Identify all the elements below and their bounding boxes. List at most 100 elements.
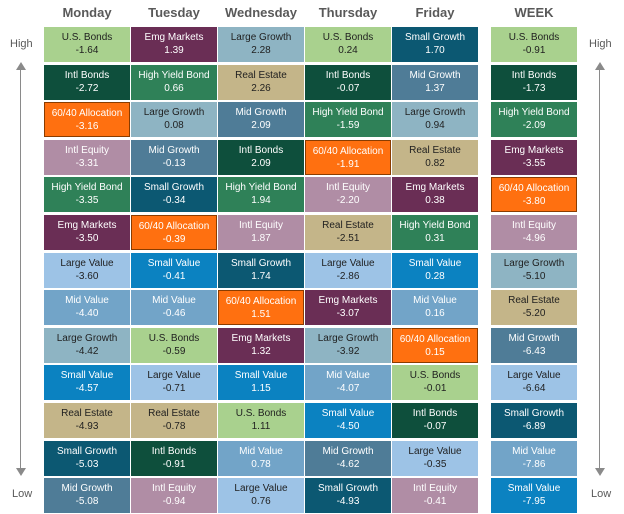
- quilt-cell: High Yield Bond 1.94: [218, 177, 304, 212]
- column-header-monday: Monday: [62, 5, 112, 20]
- quilt-cell: Mid Growth -6.43: [491, 328, 577, 363]
- quilt-cell: Small Value -0.41: [131, 253, 217, 288]
- return-value: 1.32: [251, 346, 271, 357]
- return-value: -6.89: [522, 421, 546, 432]
- quilt-cell: Mid Growth 2.09: [218, 102, 304, 137]
- quilt-cell: Intl Equity -4.96: [491, 215, 577, 250]
- quilt-cell: Intl Equity -0.94: [131, 478, 217, 513]
- asset-label: Intl Equity: [512, 220, 556, 231]
- asset-label: Large Growth: [404, 107, 466, 118]
- return-value: -2.72: [75, 83, 99, 94]
- return-value: 1.15: [251, 383, 271, 394]
- asset-label: Intl Bonds: [412, 408, 458, 419]
- asset-label: Large Value: [321, 258, 375, 269]
- column-header-tuesday: Tuesday: [148, 5, 200, 20]
- asset-label: Real Estate: [61, 408, 113, 419]
- asset-label: Intl Bonds: [64, 70, 110, 81]
- quilt-cell: Mid Growth -0.13: [131, 140, 217, 175]
- quilt-cell: Real Estate 2.26: [218, 65, 304, 100]
- quilt-cell: 60/40 Allocation 0.15: [392, 328, 478, 363]
- quilt-cell: High Yield Bond -1.59: [305, 102, 391, 137]
- return-value: -6.43: [522, 346, 546, 357]
- quilt-cell: Intl Equity -2.20: [305, 177, 391, 212]
- quilt-cell: Intl Bonds -2.72: [44, 65, 130, 100]
- return-value: -1.64: [75, 45, 99, 56]
- quilt-cell: U.S. Bonds 1.11: [218, 403, 304, 438]
- asset-label: Small Growth: [404, 32, 465, 43]
- return-value: -0.78: [162, 421, 186, 432]
- quilt-cell: Emg Markets -3.55: [491, 140, 577, 175]
- return-value: 1.74: [251, 271, 271, 282]
- asset-label: Intl Bonds: [511, 70, 557, 81]
- return-value: -0.41: [423, 496, 447, 507]
- return-value: 2.09: [251, 120, 271, 131]
- asset-label: Emg Markets: [231, 333, 291, 344]
- return-value: -4.07: [336, 383, 360, 394]
- return-value: -7.95: [522, 496, 546, 507]
- asset-label: Small Growth: [143, 182, 204, 193]
- arrow-up-icon: [16, 62, 26, 70]
- quilt-cell: Small Value -7.95: [491, 478, 577, 513]
- asset-label: Intl Equity: [239, 220, 283, 231]
- asset-label: Large Growth: [317, 333, 379, 344]
- quilt-cell: 60/40 Allocation -3.16: [44, 102, 130, 137]
- quilt-cell: Mid Value -4.40: [44, 290, 130, 325]
- quilt-cell: Intl Bonds -0.07: [305, 65, 391, 100]
- asset-label: Mid Value: [326, 370, 370, 381]
- return-value: 2.28: [251, 45, 271, 56]
- asset-label: Emg Markets: [144, 32, 204, 43]
- asset-label: Small Growth: [317, 483, 378, 494]
- asset-label: Small Value: [321, 408, 375, 419]
- asset-label: Large Value: [408, 446, 462, 457]
- asset-label: Intl Bonds: [238, 145, 284, 156]
- quilt-cell: Emg Markets -3.07: [305, 290, 391, 325]
- return-value: -0.34: [162, 195, 186, 206]
- return-value: 0.15: [425, 347, 445, 358]
- return-value: -5.10: [522, 271, 546, 282]
- asset-label: Real Estate: [409, 145, 461, 156]
- column-header-friday: Friday: [415, 5, 455, 20]
- asset-label: Real Estate: [508, 295, 560, 306]
- asset-label: Intl Equity: [413, 483, 457, 494]
- return-value: -0.39: [162, 234, 186, 245]
- return-value: -1.91: [336, 159, 360, 170]
- quilt-cell: 60/40 Allocation -0.39: [131, 215, 217, 250]
- asset-label: Emg Markets: [405, 182, 465, 193]
- return-value: -0.59: [162, 346, 186, 357]
- high-label-right: High: [589, 38, 612, 50]
- asset-label: Large Value: [234, 483, 288, 494]
- quilt-cell: Real Estate -2.51: [305, 215, 391, 250]
- asset-label: Large Value: [147, 370, 201, 381]
- return-value: -4.40: [75, 308, 99, 319]
- return-value: -0.91: [162, 459, 186, 470]
- quilt-cell: Small Growth -6.89: [491, 403, 577, 438]
- return-value: 0.16: [425, 308, 445, 319]
- quilt-cell: Mid Value 0.16: [392, 290, 478, 325]
- return-value: 2.09: [251, 158, 271, 169]
- return-value: 0.66: [164, 83, 184, 94]
- asset-label: Emg Markets: [504, 145, 564, 156]
- quilt-cell: Intl Bonds 2.09: [218, 140, 304, 175]
- asset-label: Intl Equity: [65, 145, 109, 156]
- asset-label: Small Value: [507, 483, 561, 494]
- quilt-cell: High Yield Bond 0.31: [392, 215, 478, 250]
- arrow-up-icon: [595, 62, 605, 70]
- asset-label: Large Growth: [503, 258, 565, 269]
- quilt-cell: Large Growth 2.28: [218, 27, 304, 62]
- asset-label: Mid Growth: [322, 446, 374, 457]
- return-value: -4.96: [522, 233, 546, 244]
- quilt-cell: Large Growth -3.92: [305, 328, 391, 363]
- return-value: -4.62: [336, 459, 360, 470]
- asset-label: Large Growth: [56, 333, 118, 344]
- asset-label: U.S. Bonds: [61, 32, 113, 43]
- asset-label: Large Growth: [230, 32, 292, 43]
- quilt-cell: U.S. Bonds -1.64: [44, 27, 130, 62]
- return-value: -2.20: [336, 195, 360, 206]
- asset-label: Small Value: [234, 370, 288, 381]
- asset-label: Small Value: [408, 258, 462, 269]
- asset-label: Intl Bonds: [325, 70, 371, 81]
- asset-label: Mid Growth: [148, 145, 200, 156]
- quilt-cell: Intl Bonds -0.07: [392, 403, 478, 438]
- return-value: -0.46: [162, 308, 186, 319]
- asset-label: Intl Equity: [152, 483, 196, 494]
